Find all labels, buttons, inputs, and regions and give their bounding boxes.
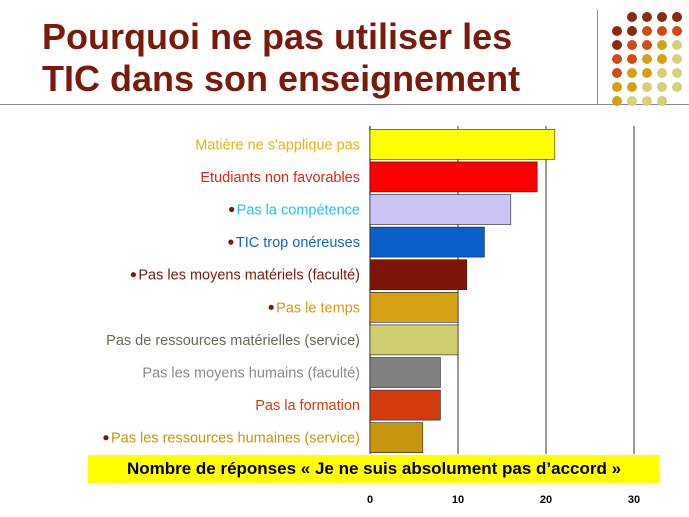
title-divider [0, 104, 689, 105]
bar [369, 194, 512, 225]
decor-dot [672, 40, 682, 50]
bullet-dot [103, 435, 109, 441]
decor-dot [642, 68, 652, 78]
category-label: Matière ne s'applique pas [195, 137, 360, 153]
decor-dot [627, 82, 637, 92]
decor-dot [672, 68, 682, 78]
decor-dot [627, 26, 637, 36]
decor-dot [657, 68, 667, 78]
decor-dot [672, 82, 682, 92]
category-label: Pas la formation [255, 398, 360, 414]
x-tick-label: 0 [367, 494, 373, 506]
category-label: Pas les ressources humaines (service) [111, 431, 360, 447]
decorative-dot-grid [612, 12, 682, 106]
bar [369, 291, 459, 323]
decor-dot [612, 54, 622, 64]
category-label: Pas le temps [276, 300, 360, 316]
decor-dot [657, 40, 667, 50]
category-label: Pas les moyens matériels (faculté) [138, 268, 360, 284]
decor-dot [627, 40, 637, 50]
decor-dot [612, 40, 622, 50]
decor-dot [612, 82, 622, 92]
decor-dot [627, 68, 637, 78]
x-tick-label: 10 [452, 494, 464, 506]
category-label: TIC trop onéreuses [236, 235, 360, 251]
decor-dot [672, 12, 682, 22]
bar [369, 357, 441, 388]
bullet-dot [228, 239, 234, 245]
chart-caption: Nombre de réponses « Je ne suis absolume… [88, 455, 660, 483]
decor-dot [657, 96, 667, 106]
bar [369, 161, 538, 193]
bullet-dot [130, 272, 136, 278]
title-vertical-divider [597, 10, 598, 105]
decor-dot [672, 54, 682, 64]
category-label: Pas la compétence [237, 203, 360, 219]
decor-dot [657, 12, 667, 22]
bullet-dot [268, 304, 274, 310]
decor-dot [642, 96, 652, 106]
decor-dot [642, 82, 652, 92]
decor-dot [612, 26, 622, 36]
decor-dot [627, 12, 637, 22]
title-line-1: Pourquoi ne pas utiliser les [42, 16, 513, 57]
decor-dot [642, 12, 652, 22]
decor-dot [642, 40, 652, 50]
decor-dot [657, 82, 667, 92]
x-tick-label: 20 [540, 494, 552, 506]
bar [369, 389, 441, 421]
decor-dot [627, 96, 637, 106]
category-label: Pas les moyens humains (faculté) [142, 366, 360, 382]
bullet-dot [229, 206, 235, 213]
x-tick-label: 30 [628, 494, 640, 506]
category-label: Pas de ressources matérielles (service) [106, 333, 360, 349]
bar [369, 422, 424, 454]
decor-dot [627, 54, 637, 64]
decor-dot [612, 96, 622, 106]
bar [369, 259, 468, 291]
decor-dot [672, 26, 682, 36]
bar [369, 129, 556, 160]
slide-title: Pourquoi ne pas utiliser les TIC dans so… [42, 16, 602, 100]
decor-dot [642, 54, 652, 64]
bar [369, 324, 459, 356]
title-line-2: TIC dans son enseignement [42, 58, 521, 99]
category-label: Etudiants non favorables [200, 170, 360, 186]
decor-dot [612, 68, 622, 78]
decor-dot [657, 26, 667, 36]
bar [369, 226, 485, 258]
decor-dot [657, 54, 667, 64]
decor-dot [642, 26, 652, 36]
